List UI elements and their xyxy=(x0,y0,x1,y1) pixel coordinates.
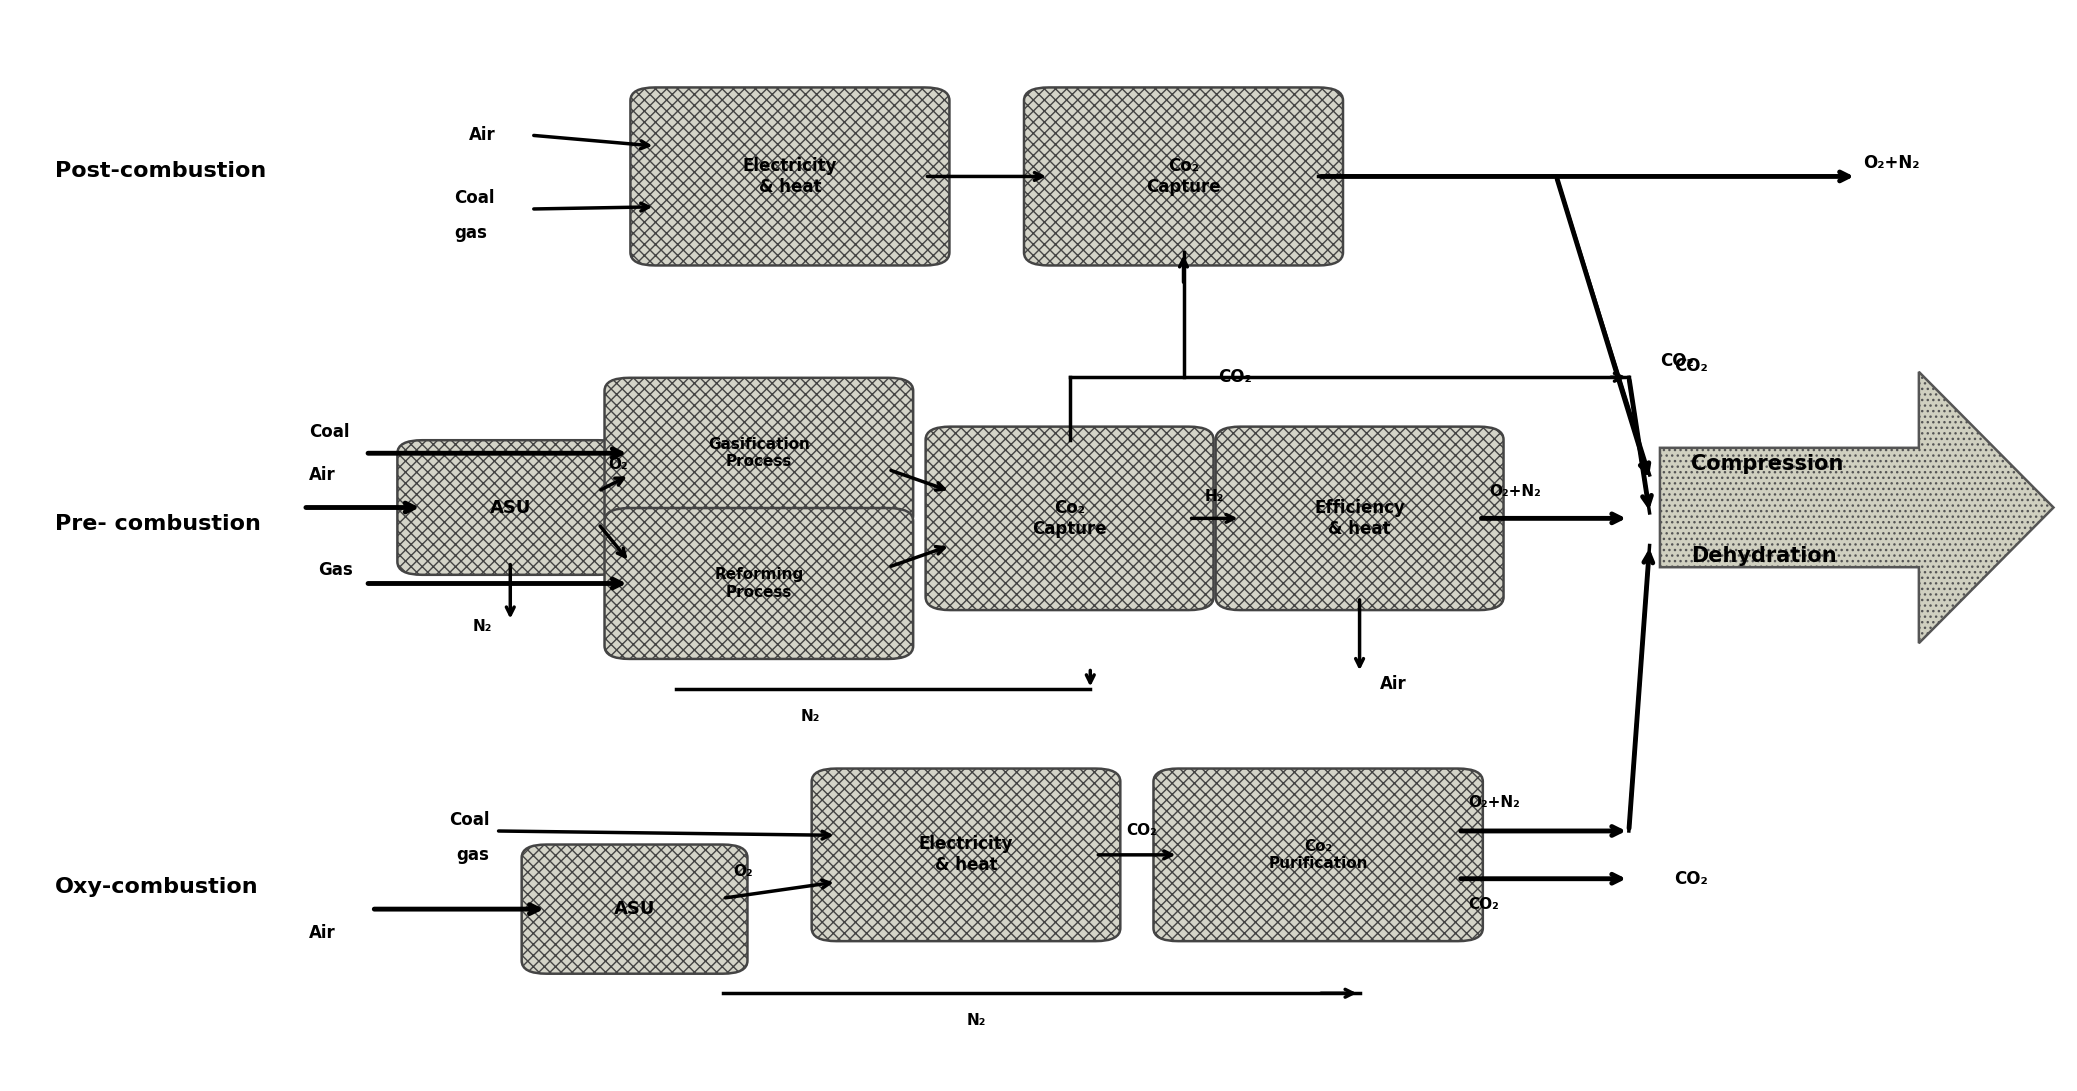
Text: H₂: H₂ xyxy=(1205,489,1223,504)
Text: CO₂: CO₂ xyxy=(1660,352,1693,370)
Text: Compression: Compression xyxy=(1691,454,1844,475)
Text: Co₂
Purification: Co₂ Purification xyxy=(1269,839,1369,871)
Text: CO₂: CO₂ xyxy=(1219,369,1252,386)
Text: O₂: O₂ xyxy=(733,864,752,878)
Text: O₂+N₂: O₂+N₂ xyxy=(1468,795,1520,811)
FancyBboxPatch shape xyxy=(397,440,623,575)
Text: Co₂
Capture: Co₂ Capture xyxy=(1147,157,1221,196)
Polygon shape xyxy=(1660,372,2054,644)
Text: Reforming
Process: Reforming Process xyxy=(714,567,804,600)
Text: Gasification
Process: Gasification Process xyxy=(708,437,810,469)
FancyBboxPatch shape xyxy=(631,87,949,265)
Text: O₂+N₂: O₂+N₂ xyxy=(1489,483,1541,499)
FancyBboxPatch shape xyxy=(926,427,1213,610)
Text: N₂: N₂ xyxy=(802,709,820,724)
Text: Air: Air xyxy=(309,466,336,484)
Text: Air: Air xyxy=(309,924,336,942)
Text: Coal: Coal xyxy=(309,422,349,441)
Text: Co₂
Capture: Co₂ Capture xyxy=(1032,499,1107,538)
Text: CO₂: CO₂ xyxy=(1126,824,1157,839)
FancyBboxPatch shape xyxy=(604,508,914,659)
FancyBboxPatch shape xyxy=(1153,768,1483,942)
Text: Gas: Gas xyxy=(318,562,353,579)
FancyBboxPatch shape xyxy=(604,377,914,529)
FancyBboxPatch shape xyxy=(1024,87,1344,265)
Text: Coal: Coal xyxy=(449,811,490,829)
Text: Air: Air xyxy=(1381,675,1406,693)
Text: gas: gas xyxy=(455,224,488,242)
Text: Air: Air xyxy=(469,127,496,144)
Text: ASU: ASU xyxy=(490,499,532,516)
Text: ASU: ASU xyxy=(615,900,654,919)
Text: gas: gas xyxy=(457,846,490,864)
Text: N₂: N₂ xyxy=(966,1012,987,1028)
Text: Oxy-combustion: Oxy-combustion xyxy=(54,877,258,898)
FancyBboxPatch shape xyxy=(812,768,1120,942)
Text: CO₂: CO₂ xyxy=(1674,358,1707,375)
Text: O₂+N₂: O₂+N₂ xyxy=(1863,155,1919,172)
Text: Pre- combustion: Pre- combustion xyxy=(54,514,260,533)
Text: Post-combustion: Post-combustion xyxy=(54,161,266,181)
Text: Coal: Coal xyxy=(455,189,494,207)
FancyBboxPatch shape xyxy=(1215,427,1504,610)
Text: Electricity
& heat: Electricity & heat xyxy=(918,836,1014,874)
Text: N₂: N₂ xyxy=(474,620,492,634)
Text: Efficiency
& heat: Efficiency & heat xyxy=(1315,499,1404,538)
Text: Dehydration: Dehydration xyxy=(1691,547,1836,566)
Text: Electricity
& heat: Electricity & heat xyxy=(744,157,837,196)
Text: CO₂: CO₂ xyxy=(1468,897,1500,912)
Text: O₂: O₂ xyxy=(609,457,629,471)
Text: CO₂: CO₂ xyxy=(1674,870,1707,888)
FancyBboxPatch shape xyxy=(521,844,748,973)
